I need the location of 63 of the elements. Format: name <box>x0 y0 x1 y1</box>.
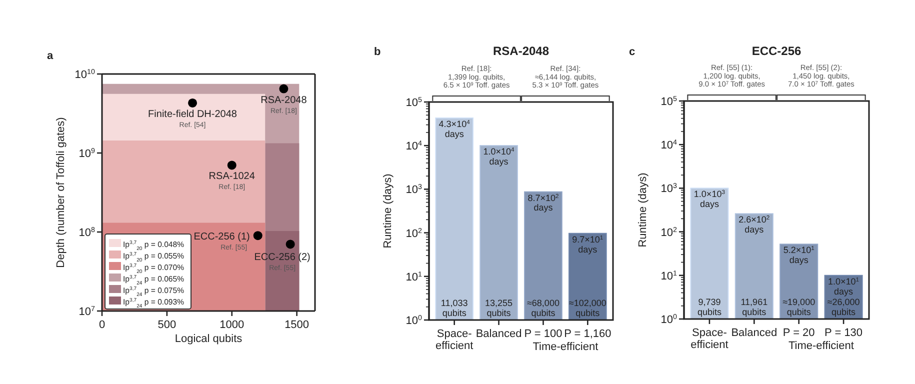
chart-title: RSA-2048 <box>492 44 550 58</box>
annotation: 2.6×10$^{2}$ days <box>738 214 770 235</box>
annotation: 1.0×10$^{1}$ days <box>828 276 860 296</box>
annotation: ECC-256 (1) <box>194 232 250 243</box>
text: c <box>629 46 636 58</box>
annotation: 13,255 qubits <box>485 298 513 318</box>
text: Time-efficient <box>788 340 854 352</box>
chart-title: ECC-256 <box>752 44 802 58</box>
annotation: RSA-1024 <box>208 171 256 182</box>
y-tick-label: 10$^{2}$ <box>406 226 422 240</box>
y-tick-label: 10$^{0}$ <box>660 313 678 326</box>
text: b <box>374 46 381 58</box>
y-tick-label: 10$^{5}$ <box>406 96 422 109</box>
y-tick-label: 10$^{7}$ <box>78 305 96 318</box>
y-tick-label: 10$^{4}$ <box>660 138 678 152</box>
text: a <box>47 50 54 62</box>
y-axis-title: Runtime (days) <box>637 172 649 248</box>
annotation: ≈19,000 qubits <box>782 297 816 317</box>
x-tick-label: Balanced <box>476 328 522 340</box>
text: Time-efficient <box>532 341 598 353</box>
annotation: 11,961 qubits <box>740 297 768 317</box>
annotation: Finite-field DH-2048 <box>148 108 238 120</box>
annotation: 9.7×10$^{1}$ days <box>572 234 604 254</box>
x-tick-label: 1500 <box>284 319 310 331</box>
y-tick-label: 10$^{2}$ <box>660 226 678 239</box>
y-tick-label: 10$^{1}$ <box>660 269 678 282</box>
y-tick-label: 10$^{8}$ <box>78 226 96 239</box>
y-tick-label: 10$^{9}$ <box>78 147 96 160</box>
x-tick-label: Balanced <box>731 327 778 339</box>
x-tick-label: 0 <box>98 319 106 331</box>
x-tick-label: 1000 <box>220 319 244 331</box>
point <box>188 98 198 108</box>
y-axis-title: Runtime (days) <box>382 174 394 248</box>
annotation: 9,739 qubits <box>697 297 722 317</box>
y-tick-label: 10$^{0}$ <box>406 314 422 327</box>
point <box>279 84 288 94</box>
x-tick-label: P = 130 <box>824 327 863 339</box>
annotation: 1.0×10$^{3}$ days <box>694 189 725 210</box>
x-tick-label: 500 <box>158 319 176 331</box>
annotation: 4.3×10$^{4}$ days <box>438 118 471 139</box>
annotation: 8.7×10$^{2}$ days <box>528 192 559 213</box>
y-tick-label: 10$^{3}$ <box>406 183 422 196</box>
y-tick-label: 10$^{4}$ <box>406 140 422 153</box>
x-tick-label: Space- efficient <box>435 328 474 352</box>
y-tick-label: 10$^{1}$ <box>406 270 422 284</box>
annotation: 1.0×10$^{4}$ days <box>483 146 516 166</box>
annotation: ≈102,000 qubits <box>568 298 606 318</box>
x-tick-label: P = 1,160 <box>564 328 612 340</box>
annotation: ≈68,000 qubits <box>526 298 560 318</box>
x-tick-label: Space- efficient <box>690 327 728 352</box>
annotation: 11,033 qubits <box>440 298 468 318</box>
annotation: ≈26,000 qubits <box>827 297 860 317</box>
y-axis-title: Depth (number of Toffoli gates) <box>55 117 67 268</box>
x-tick-label: P = 20 <box>782 327 815 339</box>
annotation: 5.2×10$^{1}$ days <box>783 245 814 266</box>
x-axis-title: Logical qubits <box>174 333 243 345</box>
y-tick-label: 10$^{3}$ <box>660 182 678 196</box>
y-tick-label: 10$^{10}$ <box>74 68 96 81</box>
point <box>253 231 262 240</box>
y-tick-label: 10$^{5}$ <box>660 95 678 108</box>
x-tick-label: P = 100 <box>524 328 562 340</box>
point <box>227 160 236 170</box>
point <box>286 240 295 249</box>
